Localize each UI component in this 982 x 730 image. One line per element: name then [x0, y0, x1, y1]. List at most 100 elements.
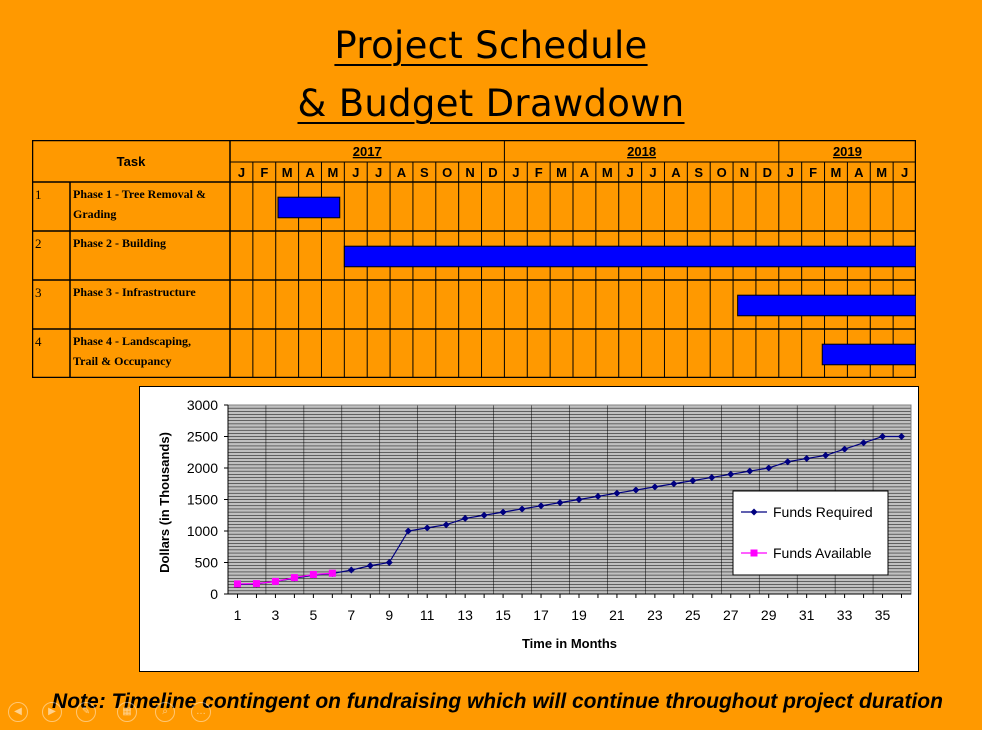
gantt-month-label: F — [260, 165, 268, 180]
gantt-month-label: D — [763, 165, 772, 180]
x-tick-label: 21 — [609, 607, 625, 623]
gantt-month-label: J — [627, 165, 634, 180]
gantt-month-label: F — [535, 165, 543, 180]
x-tick-label: 33 — [837, 607, 853, 623]
data-point — [347, 566, 355, 574]
data-point — [784, 458, 792, 466]
y-tick-label: 0 — [210, 586, 218, 602]
previous-slide-icon[interactable]: ◀ — [8, 702, 28, 722]
gantt-month-label: J — [352, 165, 359, 180]
data-point — [290, 574, 298, 582]
gantt-month-label: A — [854, 165, 864, 180]
gantt-task-header: Task — [117, 154, 146, 169]
data-point — [423, 524, 431, 532]
gantt-month-label: A — [397, 165, 407, 180]
gantt-month-label: J — [649, 165, 656, 180]
y-tick-label: 2000 — [187, 460, 218, 476]
data-point — [518, 505, 526, 513]
legend-swatch-marker — [750, 508, 758, 516]
gantt-task-number: 4 — [35, 334, 42, 349]
pen-icon[interactable]: ✎ — [76, 702, 96, 722]
gantt-task-name: Phase 3 - Infrastructure — [73, 285, 196, 299]
data-point — [632, 486, 640, 494]
gantt-task-name: Phase 4 - Landscaping, — [73, 334, 191, 348]
y-tick-label: 2500 — [187, 429, 218, 445]
gantt-month-label: J — [901, 165, 908, 180]
data-point — [879, 433, 887, 440]
data-point — [442, 521, 450, 529]
data-point — [252, 580, 260, 588]
y-tick-label: 3000 — [187, 397, 218, 413]
gantt-month-label: M — [831, 165, 842, 180]
data-point — [556, 499, 564, 507]
gantt-month-label: S — [420, 165, 429, 180]
gantt-month-label: M — [602, 165, 613, 180]
gantt-month-label: J — [512, 165, 519, 180]
gantt-month-label: J — [238, 165, 245, 180]
data-point — [765, 464, 773, 472]
x-tick-label: 35 — [875, 607, 891, 623]
data-point — [366, 562, 374, 570]
gantt-month-label: O — [717, 165, 727, 180]
gantt-task-bar — [277, 196, 341, 219]
zoom-icon[interactable]: ⌕ — [155, 702, 175, 722]
gantt-month-label: F — [809, 165, 817, 180]
data-point — [480, 511, 488, 519]
data-point — [708, 473, 716, 481]
gantt-month-label: N — [465, 165, 474, 180]
y-tick-label: 1000 — [187, 523, 218, 539]
y-axis-title: Dollars (in Thousands) — [157, 432, 172, 573]
data-point — [309, 570, 317, 578]
gantt-task-bar — [343, 245, 916, 268]
more-options-icon[interactable]: … — [191, 702, 211, 722]
x-tick-label: 5 — [309, 607, 317, 623]
data-point — [613, 489, 621, 497]
gantt-month-label: D — [488, 165, 497, 180]
gantt-month-label: M — [556, 165, 567, 180]
gantt-year-label: 2019 — [833, 144, 862, 159]
next-slide-icon[interactable]: ▶ — [42, 702, 62, 722]
gantt-month-label: M — [282, 165, 293, 180]
data-point — [803, 455, 811, 463]
data-point — [233, 580, 241, 588]
data-point — [328, 569, 336, 577]
gantt-month-label: S — [694, 165, 703, 180]
y-tick-label: 500 — [195, 555, 219, 571]
data-point — [575, 496, 583, 503]
x-tick-label: 11 — [420, 607, 435, 623]
gantt-task-number: 1 — [35, 187, 42, 202]
data-point — [841, 445, 849, 453]
gantt-task-number: 2 — [35, 236, 42, 251]
gantt-task-name: Phase 1 - Tree Removal & — [73, 187, 206, 201]
slides-grid-icon[interactable]: ▦ — [117, 702, 137, 722]
gantt-task-name: Phase 2 - Building — [73, 236, 166, 250]
gantt-task-name: Grading — [73, 207, 116, 221]
data-point — [651, 483, 659, 491]
gantt-task-bar — [821, 343, 916, 366]
data-point — [385, 559, 393, 566]
data-point — [271, 577, 279, 585]
data-point — [537, 502, 545, 510]
x-tick-label: 19 — [571, 607, 587, 623]
gantt-month-label: M — [876, 165, 887, 180]
y-tick-label: 1500 — [187, 492, 218, 508]
x-tick-label: 31 — [799, 607, 815, 623]
x-tick-label: 1 — [234, 607, 242, 623]
gantt-month-label: N — [740, 165, 749, 180]
x-axis-title: Time in Months — [522, 636, 617, 651]
data-point — [746, 467, 754, 475]
x-tick-label: 27 — [723, 607, 739, 623]
data-point — [594, 492, 602, 500]
x-tick-label: 3 — [272, 607, 280, 623]
x-tick-label: 13 — [457, 607, 473, 623]
legend-box — [732, 490, 889, 576]
data-point — [404, 527, 412, 535]
x-tick-label: 15 — [495, 607, 511, 623]
gantt-month-label: J — [787, 165, 794, 180]
series-line — [237, 435, 902, 586]
data-point — [499, 508, 507, 516]
data-point — [670, 480, 678, 488]
data-point — [860, 439, 868, 447]
